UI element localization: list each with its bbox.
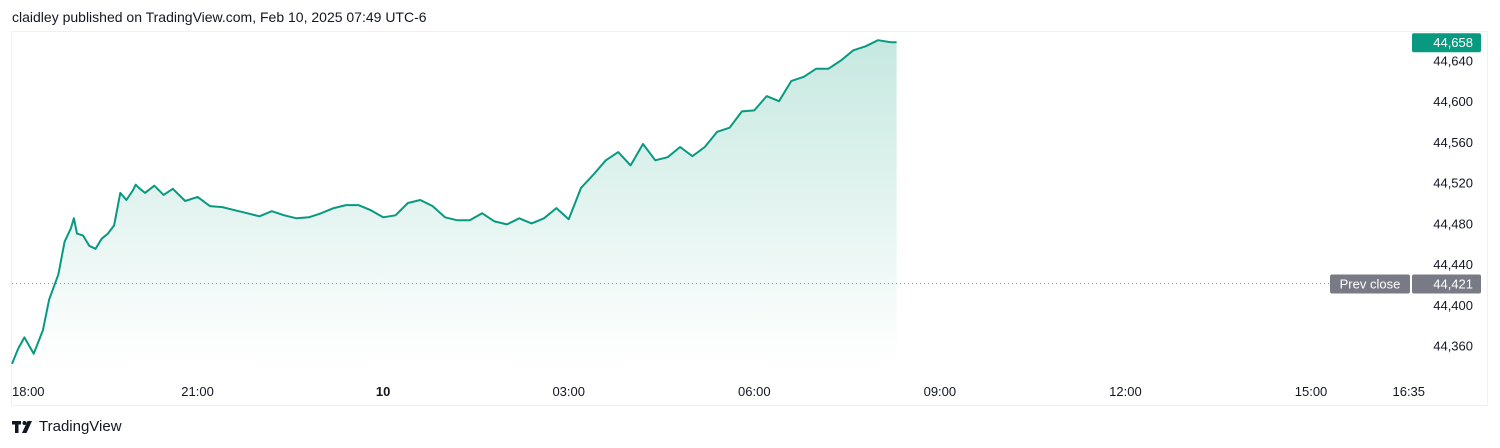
x-tick-label: 06:00 [738,384,771,399]
brand-name: TradingView [39,418,122,435]
price-line [11,39,897,365]
x-tick-label: 12:00 [1109,384,1142,399]
x-tick-label: 16:35 [1392,384,1425,399]
x-tick-label: 03:00 [552,384,585,399]
x-tick-label: 10 [376,384,390,399]
prev-close-text: Prev close [1340,276,1401,291]
prev-close-value: 44,421 [1433,276,1473,291]
price-chart[interactable]: 44,360 44,400 44,440 44,480 44,520 44,560 44,6… [0,0,1500,410]
y-tick-label: 44,360 [1433,339,1473,354]
y-tick-label: 44,560 [1433,135,1473,150]
y-tick-label: 44,520 [1433,176,1473,191]
prev-close-value-badge [1412,274,1481,294]
publish-info: claidley published on TradingView.com, F… [12,9,427,25]
x-tick-label: 18:00 [12,384,45,399]
last-price-label: 44,658 [1433,35,1473,50]
last-price-badge [1412,33,1481,53]
y-tick-label: 44,640 [1433,54,1473,69]
y-tick-label: 44,440 [1433,257,1473,272]
x-tick-label: 09:00 [924,384,957,399]
x-tick-label: 15:00 [1295,384,1328,399]
y-tick-label: 44,480 [1433,216,1473,231]
tradingview-logo-icon [12,420,32,433]
x-tick-label: 21:00 [181,384,214,399]
price-area-fill [12,40,897,364]
chart-panel [11,31,1488,406]
tradingview-brand[interactable]: TradingView [12,418,122,435]
y-tick-label: 44,600 [1433,94,1473,109]
prev-close-badge [1330,274,1410,294]
y-tick-label: 44,400 [1433,298,1473,313]
